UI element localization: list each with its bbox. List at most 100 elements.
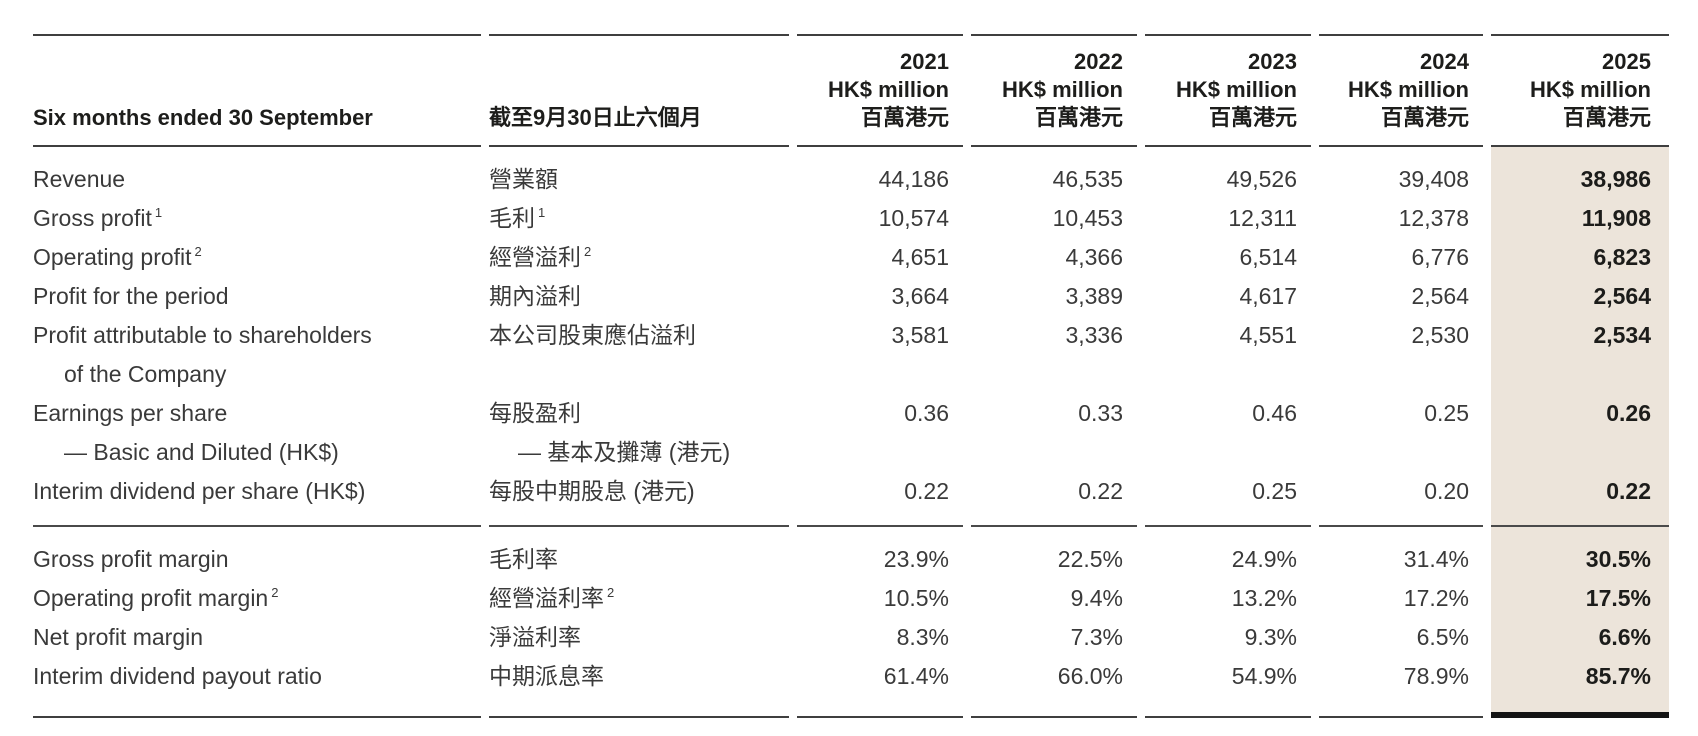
table-row-operating-profit-margin: Operating profit margin 2 經營溢利率 2 10.5% 9.… [33,579,1669,618]
cell-value: 46,535 [1052,166,1123,192]
row-label-en: Net profit margin [33,624,204,650]
table-row-gross-profit-margin: Gross profit margin 毛利率 23.9% 22.5% 24.9… [33,527,1669,579]
cell-value: 4,551 [1239,322,1297,348]
cell-value: 10,453 [1052,205,1123,231]
cell-value-highlight: 2,534 [1491,316,1669,394]
ratios-section: Gross profit margin 毛利率 23.9% 22.5% 24.9… [33,527,1669,718]
cell-value: 4,617 [1239,283,1297,309]
row-label-zh-line2: — 基本及攤薄 (港元) [518,439,731,465]
cell-value: 0.25 [1145,472,1311,527]
cell-value: 10.5% [883,585,949,611]
row-label-zh: 中期派息率 [489,657,789,718]
column-header-2024: 2024 HK$ million 百萬港元 [1319,34,1483,147]
cell-value: 54.9% [1145,657,1311,718]
cell-value: 10,574 [878,205,949,231]
table-row-profit-attributable: Profit attributable to shareholders of t… [33,316,1669,394]
cell-value: 0.33 [1078,400,1123,426]
unit-label-zh: 百萬港元 [1562,105,1651,130]
cell-value: 3,389 [1065,283,1123,309]
unit-label-zh: 百萬港元 [1034,105,1123,130]
cell-value-highlight: 0.22 [1491,472,1669,527]
cell-value-highlight: 17.5% [1491,579,1669,618]
cell-value: 6.5% [1416,624,1469,650]
table-header-row: Six months ended 30 September 截至9月30日止六個… [33,34,1669,147]
unit-label-en: HK$ million [1175,77,1297,102]
table-row-earnings-per-share: Earnings per share — Basic and Diluted (… [33,394,1669,472]
cell-value: 22.5% [1057,546,1123,572]
year-label: 2023 [1248,49,1297,74]
row-label-en: Gross profit margin [33,546,229,572]
column-header-2021: 2021 HK$ million 百萬港元 [797,34,963,147]
cell-value: 66.0% [971,657,1137,718]
footnote-ref: 2 [271,585,279,601]
financial-summary-table: Six months ended 30 September 截至9月30日止六個… [25,34,1677,718]
row-label-zh: 每股盈利 — 基本及攤薄 (港元) [489,394,789,472]
cell-value: 4,366 [1065,244,1123,270]
cell-value: 12,378 [1398,205,1469,231]
cell-value: 0.25 [1424,400,1469,426]
year-label: 2024 [1420,49,1469,74]
year-label: 2021 [900,49,949,74]
year-label: 2025 [1602,49,1651,74]
unit-label-en: HK$ million [827,77,949,102]
row-label-en: Earnings per share — Basic and Diluted (… [33,394,481,472]
cell-value-highlight: 2,564 [1491,277,1669,316]
cell-value: 0.22 [797,472,963,527]
cell-value: 17.2% [1403,585,1469,611]
row-label-zh: 毛利率 [489,546,558,572]
row-label-zh: 經營溢利 2 [489,244,592,270]
table-row-revenue: Revenue 營業額 44,186 46,535 49,526 39,408 … [33,147,1669,199]
row-label-en: Gross profit 1 [33,205,163,231]
cell-value: 78.9% [1319,657,1483,718]
column-header-2025: 2025 HK$ million 百萬港元 [1491,34,1669,147]
cell-value: 23.9% [883,546,949,572]
row-label-en: Operating profit 2 [33,244,202,270]
row-label-en: Revenue [33,166,126,192]
cell-value: 0.22 [971,472,1137,527]
unit-label-zh: 百萬港元 [1208,105,1297,130]
cell-value: 31.4% [1403,546,1469,572]
table-row-profit-for-period: Profit for the period 期內溢利 3,664 3,389 4… [33,277,1669,316]
row-label-zh: 營業額 [489,166,558,192]
cell-value: 9.4% [1070,585,1123,611]
cell-value: 49,526 [1226,166,1297,192]
cell-value: 0.46 [1252,400,1297,426]
row-label-en: Profit attributable to shareholders of t… [33,316,481,394]
cell-value-highlight: 6,823 [1491,238,1669,277]
period-header-en: Six months ended 30 September [33,34,481,147]
cell-value-highlight: 38,986 [1491,147,1669,199]
cell-value: 13.2% [1231,585,1297,611]
cell-value-highlight: 30.5% [1491,527,1669,579]
row-label-en: Interim dividend payout ratio [33,657,481,718]
table-header: Six months ended 30 September 截至9月30日止六個… [33,34,1669,147]
cell-value: 3,664 [891,283,949,309]
unit-label-en: HK$ million [1347,77,1469,102]
financials-section: Revenue 營業額 44,186 46,535 49,526 39,408 … [33,147,1669,527]
footnote-ref: 1 [154,205,163,221]
year-label: 2022 [1074,49,1123,74]
cell-value: 3,336 [1065,322,1123,348]
cell-value: 4,651 [891,244,949,270]
cell-value: 6,776 [1411,244,1469,270]
table-row-operating-profit: Operating profit 2 經營溢利 2 4,651 4,366 6,51… [33,238,1669,277]
cell-value: 6,514 [1239,244,1297,270]
cell-value: 61.4% [797,657,963,718]
column-header-2022: 2022 HK$ million 百萬港元 [971,34,1137,147]
cell-value: 44,186 [878,166,949,192]
cell-value-highlight: 85.7% [1491,657,1669,718]
footnote-ref: 1 [538,205,546,221]
cell-value: 0.36 [904,400,949,426]
cell-value: 2,564 [1411,283,1469,309]
cell-value: 12,311 [1228,205,1297,231]
row-label-en: Interim dividend per share (HK$) [33,472,481,527]
cell-value-highlight: 11,908 [1491,199,1669,238]
cell-value: 3,581 [891,322,949,348]
footnote-ref: 2 [584,244,592,260]
row-label-zh: 經營溢利率 2 [489,585,615,611]
cell-value-highlight: 6.6% [1491,618,1669,657]
cell-value: 9.3% [1244,624,1297,650]
column-header-2023: 2023 HK$ million 百萬港元 [1145,34,1311,147]
row-label-en: Profit for the period [33,283,229,309]
unit-label-zh: 百萬港元 [860,105,949,130]
